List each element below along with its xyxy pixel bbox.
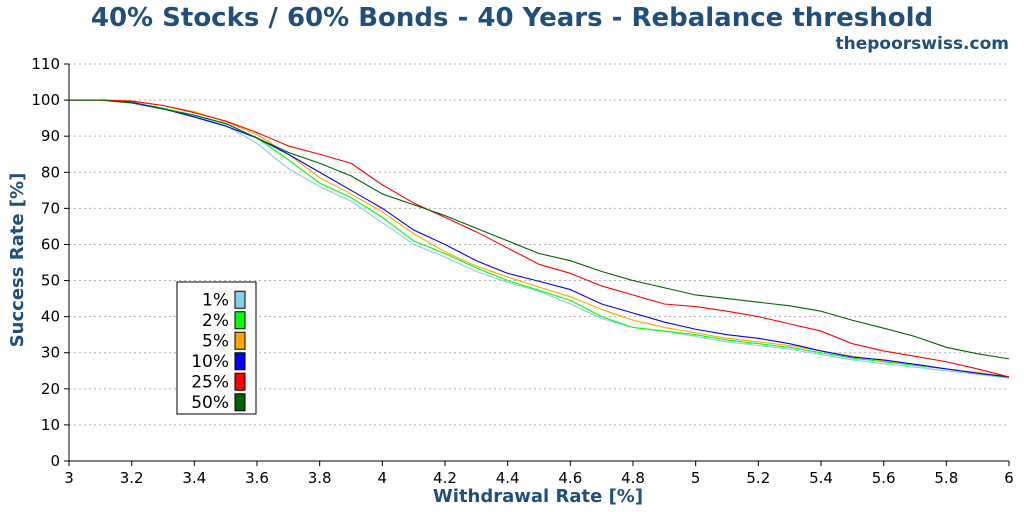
y-tick-label: 30 <box>41 344 60 362</box>
y-tick-label: 70 <box>41 199 60 217</box>
x-tick-label: 6 <box>1004 469 1014 487</box>
legend-label: 2% <box>202 311 229 331</box>
y-tick-label: 110 <box>31 55 60 73</box>
x-tick-label: 4.4 <box>496 469 520 487</box>
x-tick-label: 3.4 <box>182 469 206 487</box>
series-line-50pct <box>69 99 1010 360</box>
y-tick-label: 100 <box>31 91 60 109</box>
legend: 1%2%5%10%25%50% <box>176 281 257 415</box>
series-line-25pct <box>69 99 1010 378</box>
chart-subtitle: thepoorswiss.com <box>836 34 1010 54</box>
x-tick-label: 5.8 <box>934 469 958 487</box>
legend-label: 5% <box>202 331 229 351</box>
legend-swatch <box>234 290 246 309</box>
axes: 0 10 20 30 40 50 60 70 80 90 100 110 3 3.2 3.4 3.6 3.8 4 4… <box>31 55 1013 487</box>
y-tick-label: 90 <box>41 127 60 145</box>
series-line-5pct <box>69 99 1010 378</box>
x-tick-label: 3.2 <box>120 469 144 487</box>
y-tick-label: 80 <box>41 163 60 181</box>
x-tick-label: 4 <box>378 469 388 487</box>
x-tick-label: 5.2 <box>746 469 770 487</box>
legend-label: 25% <box>191 372 229 392</box>
x-tick-label: 3 <box>64 469 74 487</box>
legend-swatch <box>234 331 246 350</box>
x-tick-label: 4.6 <box>558 469 582 487</box>
chart-title: 40% Stocks / 60% Bonds - 40 Years - Reba… <box>91 3 933 33</box>
series-line-10pct <box>69 99 1010 378</box>
y-tick-label: 0 <box>50 452 60 470</box>
y-tick-label: 10 <box>41 416 60 434</box>
legend-swatch <box>234 352 246 371</box>
x-tick-label: 3.6 <box>245 469 269 487</box>
x-tick-label: 5 <box>691 469 701 487</box>
legend-label: 1% <box>202 290 229 310</box>
legend-label: 10% <box>191 352 229 372</box>
series-lines <box>69 99 1010 379</box>
series-line-1pct <box>69 99 1010 379</box>
x-tick-label: 5.4 <box>809 469 833 487</box>
x-tick-label: 5.6 <box>872 469 896 487</box>
y-tick-label: 60 <box>41 235 60 253</box>
x-tick-label: 4.2 <box>433 469 457 487</box>
x-tick-label: 4.8 <box>621 469 645 487</box>
y-tick-label: 50 <box>41 272 60 290</box>
y-tick-label: 20 <box>41 380 60 398</box>
x-tick-label: 3.8 <box>308 469 332 487</box>
legend-swatch <box>234 372 246 391</box>
y-axis-label: Success Rate [%] <box>7 173 28 348</box>
x-axis-label: Withdrawal Rate [%] <box>433 486 643 507</box>
legend-swatch <box>234 393 246 412</box>
legend-label: 50% <box>191 393 229 413</box>
y-tick-label: 40 <box>41 308 60 326</box>
legend-swatch <box>234 311 246 330</box>
